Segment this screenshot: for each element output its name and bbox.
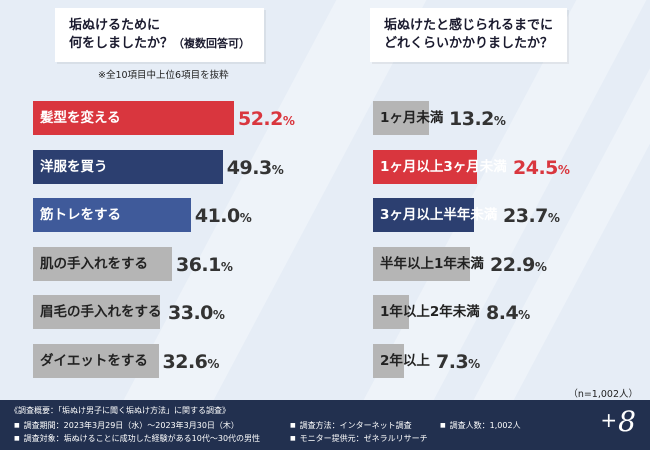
survey-footer: 《調査概要：「垢ぬけ男子に聞く垢ぬけ方法」に関する調査》 調査期間：2023年3… [0,400,650,450]
bar-value-label: 22.9% [490,253,547,276]
bar [373,198,474,232]
footer-provider: モニター提供元：ゼネラルリサーチ [290,433,428,444]
bar-value-label: 32.6% [162,350,220,373]
brand-logo: +8 [600,405,636,438]
bar [33,343,159,378]
bar-category-label: 眉毛の手入れをする [40,304,162,320]
bar-row: 2年以上 7.3% [373,343,650,378]
bar [33,149,223,184]
footer-count: 調査人数：1,002人 [440,420,521,431]
bar-category-label: 1年以上2年未満 [380,304,480,320]
bar [33,295,161,329]
sample-size-note: （n=1,002人） [568,389,638,400]
bar-value-label: 33.0% [168,302,225,324]
bar [33,198,191,232]
left-chart-panel: 垢ぬけるために 何をしましたか？（複数回答可） ※全10項目中上位6項目を抜粋 … [0,0,325,400]
bar-row: 肌の手入れをする 36.1% [33,246,325,281]
footer-method: 調査方法：インターネット調査 [290,420,412,431]
bar [373,246,471,281]
bar-value-label: 41.0% [194,205,252,227]
bar-row: 3ヶ月以上半年未満 23.7% [373,198,650,232]
bar-value-label: 13.2% [449,108,506,130]
bar [373,101,430,135]
left-title-suffix: （複数回答可） [173,37,251,50]
left-title-line2: 何をしましたか？ [69,36,174,51]
right-chart-panel: 垢ぬけたと感じられるまでに どれくらいかかりましたか？ 1ヶ月未満 13.2% 1ヶ… [325,0,650,400]
bar-value-label: 7.3% [436,350,480,373]
right-chart-title: 垢ぬけたと感じられるまでに どれくらいかかりましたか？ [370,8,568,62]
bar-row: 1ヶ月未満 13.2% [373,101,650,135]
bar-row: 髪型を変える 52.2% [33,101,325,135]
bar-value-label: 49.3% [226,156,284,179]
bar-category-label: 3ヶ月以上半年未満 [380,207,498,223]
left-chart-title: 垢ぬけるために 何をしましたか？（複数回答可） [55,8,265,62]
bar-row: 1ヶ月以上3ヶ月未満 24.5% [373,149,650,184]
bar-category-label: 肌の手入れをする [40,255,148,272]
bar-row: ダイエットをする 32.6% [33,343,325,378]
logo-plus: + [600,408,618,432]
bar-category-label: 筋トレをする [40,207,121,223]
bar [33,101,234,135]
bar-row: 洋服を買う 49.3% [33,149,325,184]
bar [373,149,478,184]
bar-row: 1年以上2年未満 8.4% [373,295,650,329]
bar-category-label: 洋服を買う [40,158,108,175]
bar-value-label: 23.7% [503,205,560,227]
bar-value-label: 8.4% [486,302,530,324]
bar-category-label: 髪型を変える [40,110,121,126]
bar [33,246,172,281]
left-title-line1: 垢ぬけるために [69,18,161,33]
right-title-line1: 垢ぬけたと感じられるまでに [384,18,554,33]
bar-category-label: 1ヶ月以上3ヶ月未満 [380,158,507,175]
footer-target: 調査対象：垢ぬけることに成功した経験がある10代～30代の男性 [14,433,260,444]
footer-heading: 《調査概要：「垢ぬけ男子に聞く垢ぬけ方法」に関する調査》 [10,406,230,415]
bar-category-label: ダイエットをする [40,352,148,369]
footer-period: 調査期間：2023年3月29日（水）～2023年3月30日（木） [14,420,239,431]
bar-row: 筋トレをする 41.0% [33,198,325,232]
bar-row: 眉毛の手入れをする 33.0% [33,295,325,329]
bar-row: 半年以上1年未満 22.9% [373,246,650,281]
bar-value-label: 36.1% [175,253,233,276]
bar [373,343,405,378]
bar [373,295,409,329]
right-title-line2: どれくらいかかりましたか？ [384,36,554,51]
logo-digit: 8 [618,405,636,438]
bar-value-label: 52.2% [237,108,295,130]
left-chart-note: ※全10項目中上位6項目を抜粋 [98,70,229,81]
bar-category-label: 2年以上 [380,352,430,369]
bar-category-label: 1ヶ月未満 [380,110,444,126]
bar-value-label: 24.5% [513,156,570,179]
bar-category-label: 半年以上1年未満 [380,255,484,272]
